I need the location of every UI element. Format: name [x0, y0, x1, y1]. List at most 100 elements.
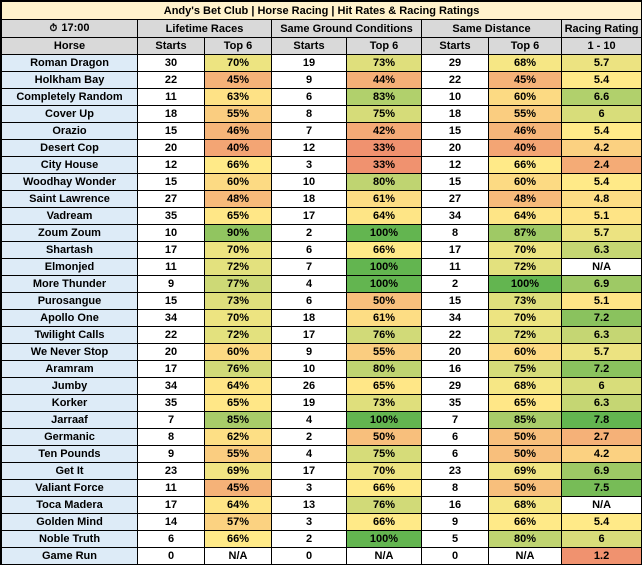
- racing-rating: 6.3: [560, 241, 642, 259]
- lifetime-starts: 9: [137, 445, 205, 463]
- lifetime-top6: 46%: [204, 122, 272, 140]
- table-row: Shartash 17 70% 6 66% 17 70% 6.3: [1, 241, 642, 259]
- lifetime-top6: 45%: [204, 479, 272, 497]
- table-row: Completely Random 11 63% 6 83% 10 60% 6.6: [1, 88, 642, 106]
- table-row: Zoum Zoum 10 90% 2 100% 8 87% 5.7: [1, 224, 642, 242]
- ground-starts: 10: [271, 360, 347, 378]
- distance-top6: 87%: [488, 224, 562, 242]
- ground-starts: 10: [271, 173, 347, 191]
- lifetime-starts: 17: [137, 496, 205, 514]
- ground-top6: 80%: [346, 360, 422, 378]
- horse-name: Germanic: [1, 428, 138, 446]
- ground-top6: 73%: [346, 394, 422, 412]
- table-row: Jarraaf 7 85% 4 100% 7 85% 7.8: [1, 411, 642, 429]
- table-row: Toca Madera 17 64% 13 76% 16 68% N/A: [1, 496, 642, 514]
- racing-rating: 6.9: [560, 462, 642, 480]
- racing-rating: 2.7: [560, 428, 642, 446]
- col-distance-starts: Starts: [421, 37, 489, 55]
- distance-starts: 12: [421, 156, 489, 174]
- distance-top6: 46%: [488, 122, 562, 140]
- ground-starts: 8: [271, 105, 347, 123]
- ground-top6: 33%: [346, 139, 422, 157]
- distance-top6: 73%: [488, 292, 562, 310]
- distance-top6: 70%: [488, 241, 562, 259]
- horse-name: Zoum Zoum: [1, 224, 138, 242]
- ground-top6: 70%: [346, 462, 422, 480]
- ground-starts: 2: [271, 428, 347, 446]
- ground-starts: 12: [271, 139, 347, 157]
- distance-starts: 16: [421, 360, 489, 378]
- ground-top6: 50%: [346, 428, 422, 446]
- racing-rating: 7.8: [560, 411, 642, 429]
- ground-top6: 66%: [346, 479, 422, 497]
- lifetime-top6: 72%: [204, 258, 272, 276]
- ground-starts: 7: [271, 122, 347, 140]
- ground-starts: 0: [271, 547, 347, 565]
- lifetime-starts: 22: [137, 71, 205, 89]
- distance-top6: 80%: [488, 530, 562, 548]
- distance-starts: 2: [421, 275, 489, 293]
- lifetime-starts: 18: [137, 105, 205, 123]
- lifetime-top6: 64%: [204, 496, 272, 514]
- lifetime-top6: 90%: [204, 224, 272, 242]
- distance-top6: 55%: [488, 105, 562, 123]
- lifetime-top6: 69%: [204, 462, 272, 480]
- distance-starts: 17: [421, 241, 489, 259]
- distance-starts: 8: [421, 479, 489, 497]
- title-row: Andy's Bet Club | Horse Racing | Hit Rat…: [0, 1, 642, 20]
- ground-starts: 4: [271, 445, 347, 463]
- ground-top6: 65%: [346, 377, 422, 395]
- group-same-distance: Same Distance: [421, 19, 562, 38]
- lifetime-top6: 55%: [204, 105, 272, 123]
- lifetime-top6: 65%: [204, 394, 272, 412]
- stopwatch-icon: ⏱: [49, 23, 58, 34]
- distance-top6: 66%: [488, 156, 562, 174]
- ground-starts: 18: [271, 309, 347, 327]
- lifetime-starts: 11: [137, 479, 205, 497]
- table-row: City House 12 66% 3 33% 12 66% 2.4: [1, 156, 642, 174]
- ground-top6: 83%: [346, 88, 422, 106]
- distance-starts: 16: [421, 496, 489, 514]
- horse-name: Aramram: [1, 360, 138, 378]
- col-lifetime-starts: Starts: [137, 37, 205, 55]
- col-lifetime-top6: Top 6: [204, 37, 272, 55]
- race-time: 17:00: [61, 22, 90, 34]
- table-row: More Thunder 9 77% 4 100% 2 100% 6.9: [1, 275, 642, 293]
- ground-top6: 42%: [346, 122, 422, 140]
- time-cell: ⏱ 17:00: [1, 19, 138, 38]
- distance-top6: 66%: [488, 513, 562, 531]
- ground-starts: 3: [271, 156, 347, 174]
- horse-name: Roman Dragon: [1, 54, 138, 72]
- table-row: Apollo One 34 70% 18 61% 34 70% 7.2: [1, 309, 642, 327]
- distance-top6: 64%: [488, 207, 562, 225]
- ground-top6: 55%: [346, 343, 422, 361]
- ground-starts: 17: [271, 326, 347, 344]
- distance-starts: 18: [421, 105, 489, 123]
- horse-name: Saint Lawrence: [1, 190, 138, 208]
- ground-top6: 73%: [346, 54, 422, 72]
- racing-rating: 5.7: [560, 54, 642, 72]
- racing-rating: 5.1: [560, 207, 642, 225]
- col-ground-top6: Top 6: [346, 37, 422, 55]
- distance-starts: 8: [421, 224, 489, 242]
- ground-starts: 9: [271, 343, 347, 361]
- ground-starts: 18: [271, 190, 347, 208]
- ground-starts: 4: [271, 275, 347, 293]
- distance-top6: 72%: [488, 258, 562, 276]
- ground-top6: 80%: [346, 173, 422, 191]
- horse-name: City House: [1, 156, 138, 174]
- distance-starts: 29: [421, 377, 489, 395]
- distance-starts: 35: [421, 394, 489, 412]
- lifetime-starts: 14: [137, 513, 205, 531]
- distance-top6: 69%: [488, 462, 562, 480]
- ground-starts: 26: [271, 377, 347, 395]
- racing-rating: 5.4: [560, 71, 642, 89]
- col-rating: 1 - 10: [560, 37, 642, 55]
- table-row: Purosangue 15 73% 6 50% 15 73% 5.1: [1, 292, 642, 310]
- ground-top6: 100%: [346, 411, 422, 429]
- distance-top6: 50%: [488, 479, 562, 497]
- lifetime-top6: 65%: [204, 207, 272, 225]
- horse-name: Game Run: [1, 547, 138, 565]
- table-row: Germanic 8 62% 2 50% 6 50% 2.7: [1, 428, 642, 446]
